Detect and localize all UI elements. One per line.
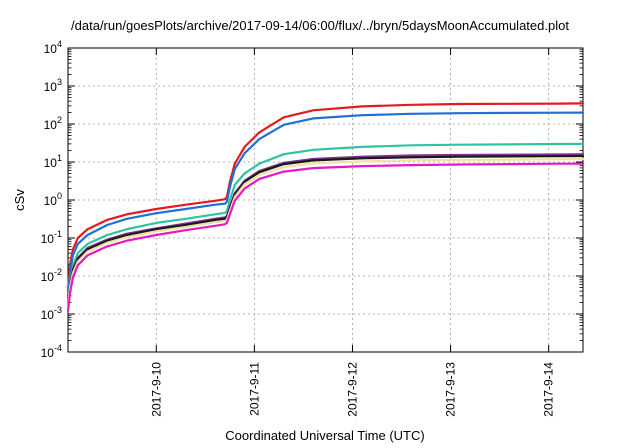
x-tick-label: 2017-9-14 — [542, 362, 556, 417]
chart-title: /data/run/goesPlots/archive/2017-09-14/0… — [71, 18, 569, 33]
grid-lines — [68, 48, 583, 352]
series-line-6 — [66, 157, 585, 308]
x-tick-labels: 2017-9-10 2017-9-11 2017-9-12 2017-9-13 2017… — [149, 362, 555, 417]
axis-ticks — [68, 47, 583, 353]
y-tick-label: 10-1 — [41, 229, 62, 246]
y-axis-label: cSv — [12, 189, 27, 211]
x-tick-label: 2017-9-13 — [444, 362, 458, 417]
y-tick-label: 10-2 — [41, 267, 62, 284]
y-tick-label: 102 — [44, 115, 62, 132]
series-lines — [66, 102, 585, 313]
series-line-7 — [66, 162, 585, 313]
y-tick-label: 101 — [44, 153, 62, 170]
y-tick-label: 104 — [44, 39, 62, 56]
y-tick-label: 10-4 — [41, 343, 62, 360]
y-tick-label: 103 — [44, 77, 62, 94]
y-tick-labels: 10-4 10-3 10-2 10-1 100 101 102 103 104 — [41, 39, 62, 360]
x-tick-label: 2017-9-11 — [247, 362, 261, 416]
series-line-4 — [66, 153, 585, 304]
x-tick-label: 2017-9-10 — [149, 362, 163, 417]
series-line-3 — [66, 142, 585, 300]
series-line-1 — [66, 102, 585, 293]
plot-area-frame — [67, 47, 584, 353]
y-tick-label: 100 — [44, 191, 62, 208]
y-tick-label: 10-3 — [41, 305, 62, 322]
x-tick-label: 2017-9-12 — [345, 362, 359, 417]
x-axis-label: Coordinated Universal Time (UTC) — [225, 428, 424, 443]
series-line-2 — [66, 111, 585, 297]
